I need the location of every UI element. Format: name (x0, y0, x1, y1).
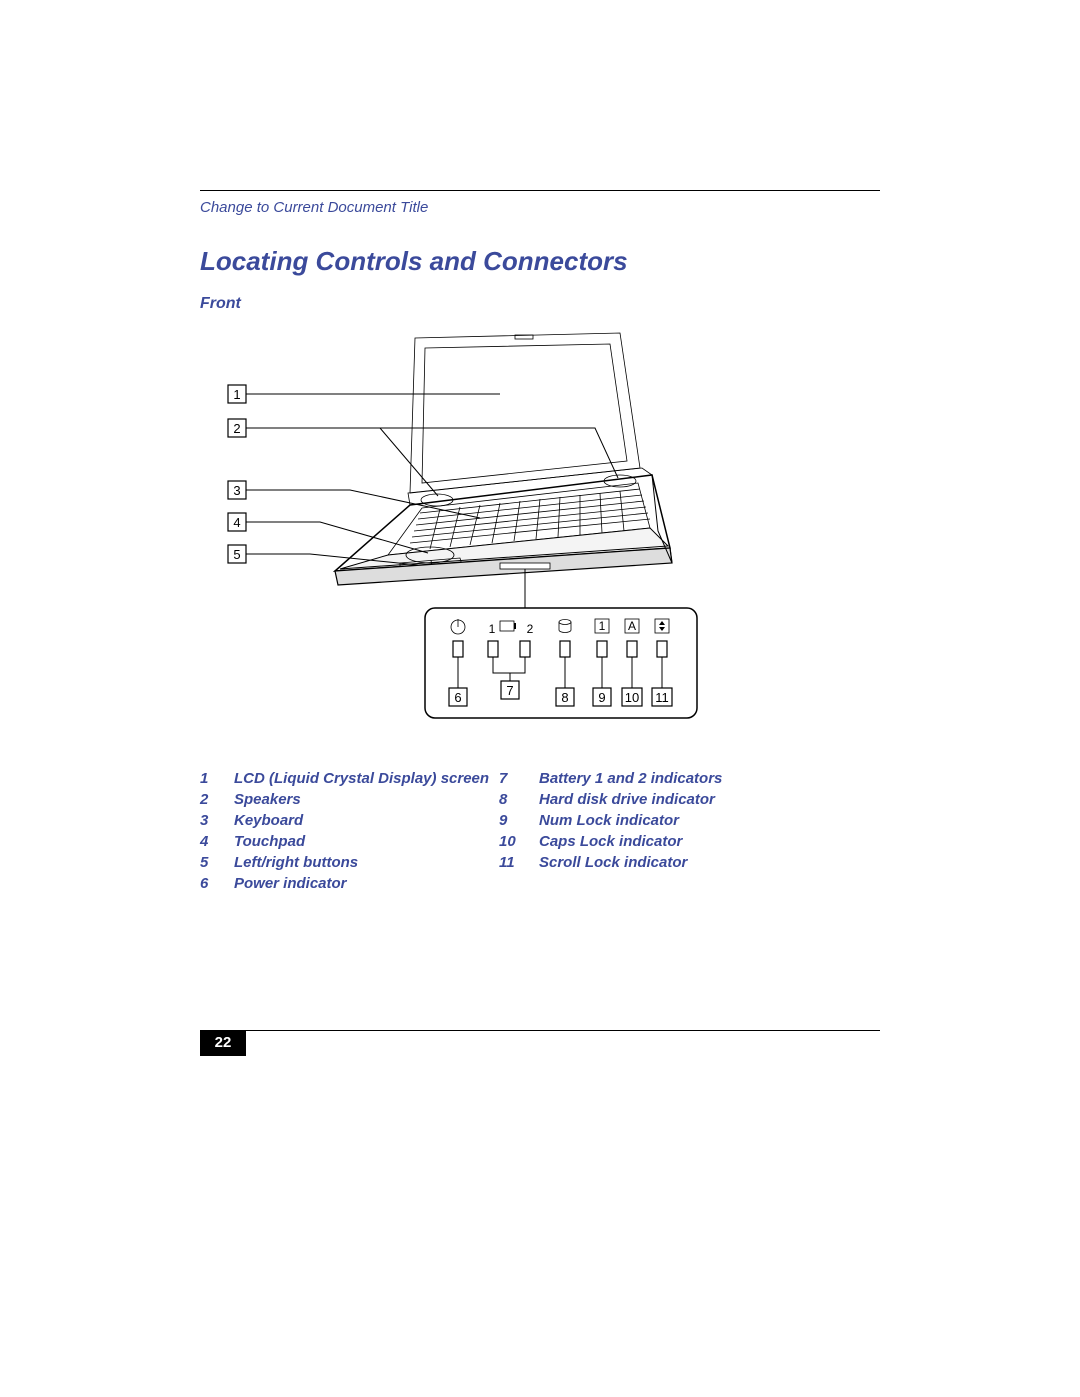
svg-text:A: A (628, 619, 636, 633)
svg-text:8: 8 (561, 690, 568, 705)
subsection-title: Front (200, 295, 880, 313)
legend-num: 11 (499, 852, 539, 873)
legend-label: Keyboard (234, 810, 499, 831)
panel-callout-6: 6 (449, 688, 467, 706)
diagram-svg: 1 2 3 4 5 (200, 323, 860, 743)
indicator-panel: 1 2 1 A (425, 608, 697, 718)
legend-label: Caps Lock indicator (539, 831, 880, 852)
legend-num: 7 (499, 768, 539, 789)
legend-row: 1 LCD (Liquid Crystal Display) screen 7 … (200, 768, 880, 789)
laptop-lid (410, 333, 640, 493)
svg-text:9: 9 (598, 690, 605, 705)
legend-row: 6 Power indicator (200, 873, 880, 894)
page-number: 22 (200, 1030, 246, 1056)
svg-text:6: 6 (454, 690, 461, 705)
legend-label: Scroll Lock indicator (539, 852, 880, 873)
legend-label: Touchpad (234, 831, 499, 852)
legend-label: Num Lock indicator (539, 810, 880, 831)
svg-text:4: 4 (233, 515, 240, 530)
legend-num: 1 (200, 768, 234, 789)
callout-1: 1 (228, 385, 500, 403)
section-title: Locating Controls and Connectors (200, 246, 880, 277)
legend-num: 8 (499, 789, 539, 810)
legend-num: 2 (200, 789, 234, 810)
svg-text:2: 2 (233, 421, 240, 436)
legend-label: Left/right buttons (234, 852, 499, 873)
legend-row: 2 Speakers 8 Hard disk drive indicator (200, 789, 880, 810)
legend-num: 9 (499, 810, 539, 831)
svg-text:10: 10 (625, 690, 639, 705)
laptop-diagram: 1 2 3 4 5 (200, 323, 880, 748)
panel-callout-9: 9 (593, 688, 611, 706)
laptop-base (335, 475, 672, 585)
legend-row: 5 Left/right buttons 11 Scroll Lock indi… (200, 852, 880, 873)
legend-label: LCD (Liquid Crystal Display) screen (234, 768, 499, 789)
legend-label: Speakers (234, 789, 499, 810)
svg-text:1: 1 (599, 619, 606, 633)
legend-num: 3 (200, 810, 234, 831)
legend-num (499, 873, 539, 894)
legend-table: 1 LCD (Liquid Crystal Display) screen 7 … (200, 768, 880, 894)
legend-row: 3 Keyboard 9 Num Lock indicator (200, 810, 880, 831)
page-content: Change to Current Document Title Locatin… (200, 190, 880, 894)
panel-callout-8: 8 (556, 688, 574, 706)
legend-label: Power indicator (234, 873, 499, 894)
legend-label (539, 873, 880, 894)
svg-text:7: 7 (506, 683, 513, 698)
panel-callout-11: 11 (652, 688, 672, 706)
bottom-rule (246, 1030, 880, 1031)
svg-text:1: 1 (233, 387, 240, 402)
top-rule (200, 190, 880, 191)
legend-num: 6 (200, 873, 234, 894)
legend-num: 5 (200, 852, 234, 873)
svg-text:11: 11 (655, 690, 669, 705)
svg-text:5: 5 (233, 547, 240, 562)
svg-text:2: 2 (527, 622, 534, 636)
svg-text:1: 1 (489, 622, 496, 636)
document-title: Change to Current Document Title (200, 199, 880, 216)
legend-label: Hard disk drive indicator (539, 789, 880, 810)
legend-num: 10 (499, 831, 539, 852)
legend-row: 4 Touchpad 10 Caps Lock indicator (200, 831, 880, 852)
legend-label: Battery 1 and 2 indicators (539, 768, 880, 789)
panel-callout-10: 10 (622, 688, 642, 706)
svg-text:3: 3 (233, 483, 240, 498)
legend-num: 4 (200, 831, 234, 852)
